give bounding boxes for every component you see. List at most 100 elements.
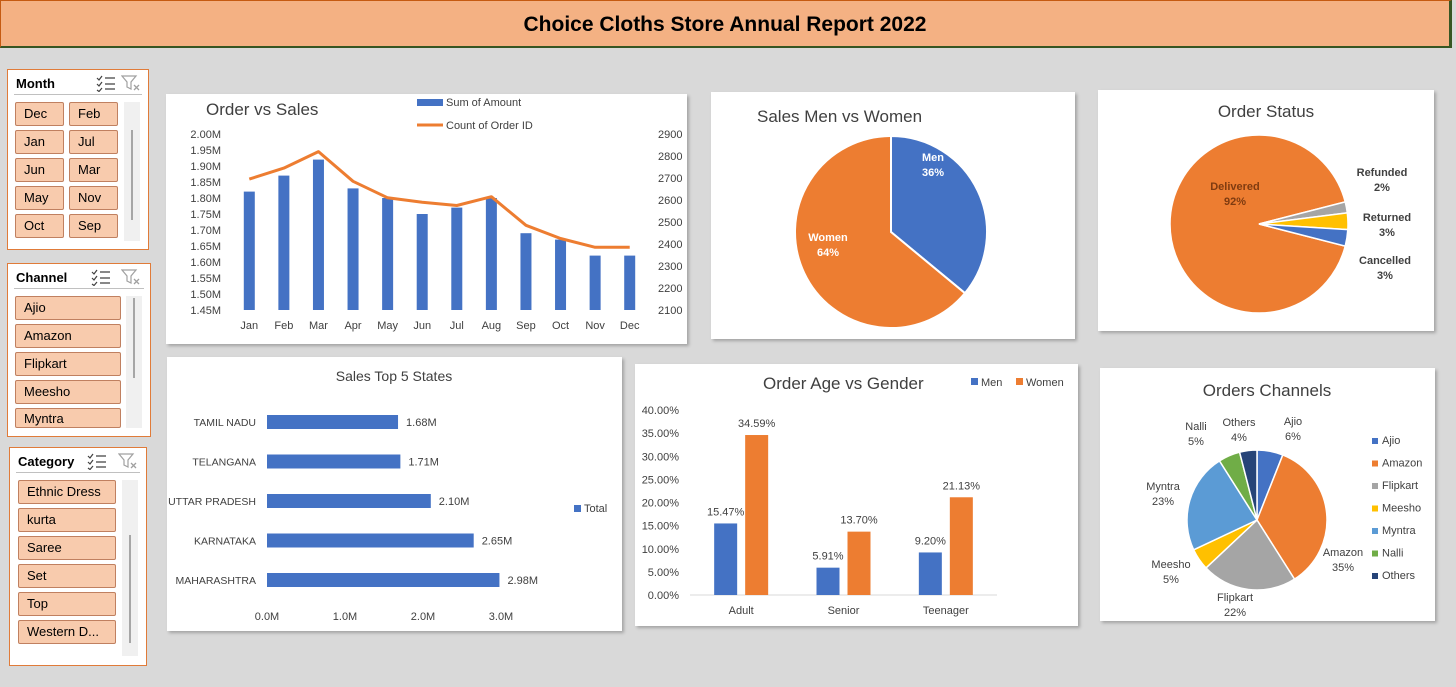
legend-swatch-amount	[417, 99, 443, 106]
slice-label: Cancelled	[1359, 255, 1411, 267]
y-left-tick-label: 2.00M	[190, 129, 221, 141]
slicer-scroll-thumb[interactable]	[131, 130, 133, 220]
pie-slice-delivered	[1169, 134, 1347, 314]
x-tick-label: Nov	[585, 320, 605, 332]
chart-title: Sales Top 5 States	[336, 368, 452, 384]
y-tick-label: 35.00%	[642, 428, 680, 440]
multi-select-icon[interactable]	[91, 268, 111, 286]
y-tick-label: TAMIL NADU	[194, 417, 256, 429]
x-tick-label: May	[377, 320, 398, 332]
x-tick-label: Apr	[344, 320, 361, 332]
y-left-tick-label: 1.70M	[190, 225, 221, 237]
slicer-item-nov[interactable]: Nov	[69, 186, 118, 210]
channel-slicer-title: Channel	[16, 270, 68, 285]
slicer-scrollbar[interactable]	[122, 480, 138, 656]
y-tick-label: 0.00%	[648, 590, 679, 602]
y-tick-label: TELANGANA	[192, 457, 256, 469]
pie-slice-myntra	[1186, 459, 1259, 551]
multi-select-icon[interactable]	[87, 452, 107, 470]
y-right-tick-label: 2600	[658, 195, 682, 207]
slicer-item-flipkart[interactable]: Flipkart	[15, 352, 121, 376]
slicer-item-amazon[interactable]: Amazon	[15, 324, 121, 348]
data-label: 5.91%	[812, 551, 843, 563]
slicer-item-western-dress[interactable]: Western D...	[18, 620, 116, 644]
slicer-item-set[interactable]: Set	[18, 564, 116, 588]
slicer-scroll-thumb[interactable]	[133, 298, 135, 378]
slicer-item-saree[interactable]: Saree	[18, 536, 116, 560]
clear-filter-icon[interactable]	[118, 452, 138, 470]
slice-value-label: 64%	[817, 247, 839, 259]
slicer-item-meesho[interactable]: Meesho	[15, 380, 121, 404]
slice-value-label: 22%	[1224, 607, 1246, 619]
x-tick-label: Aug	[482, 320, 502, 332]
slicer-item-top[interactable]: Top	[18, 592, 116, 616]
slicer-scrollbar[interactable]	[126, 296, 142, 428]
slicer-scroll-thumb[interactable]	[129, 535, 131, 643]
legend-label: Ajio	[1382, 435, 1400, 447]
category-slicer-title: Category	[18, 454, 75, 469]
chart-title: Order Status	[1218, 102, 1314, 121]
clear-filter-icon[interactable]	[121, 74, 141, 92]
x-tick-label: Teenager	[923, 605, 969, 617]
pie-slice-others	[1238, 449, 1258, 521]
data-label: 2.65M	[482, 536, 513, 548]
x-tick-label: Sep	[516, 320, 536, 332]
slicer-item-myntra[interactable]: Myntra	[15, 408, 121, 428]
y-left-tick-label: 1.95M	[190, 145, 221, 157]
y-tick-label: 25.00%	[642, 474, 680, 486]
y-right-tick-label: 2300	[658, 261, 682, 273]
slicer-item-jun[interactable]: Jun	[15, 158, 64, 182]
y-left-tick-label: 1.45M	[190, 305, 221, 317]
legend-swatch-total	[574, 505, 581, 512]
legend-swatch-myntra	[1372, 528, 1378, 534]
y-left-tick-label: 1.80M	[190, 193, 221, 205]
bar-total	[267, 494, 431, 508]
clear-filter-icon[interactable]	[121, 268, 141, 286]
slicer-scrollbar[interactable]	[124, 102, 140, 241]
slicer-item-sep[interactable]: Sep	[69, 214, 118, 238]
slicer-item-may[interactable]: May	[15, 186, 64, 210]
data-label: 34.59%	[738, 418, 776, 430]
slicer-item-oct[interactable]: Oct	[15, 214, 64, 238]
slice-value-label: 92%	[1224, 196, 1246, 208]
slicer-item-jul[interactable]: Jul	[69, 130, 118, 154]
bar-total	[267, 533, 474, 548]
bar-sum-of-amount	[485, 198, 497, 310]
bar-men	[714, 523, 738, 595]
slicer-item-dec[interactable]: Dec	[15, 102, 64, 126]
month-slicer: Month Dec Feb Jan Jul Jun Mar May Nov Oc…	[7, 69, 149, 250]
y-tick-label: 30.00%	[642, 451, 680, 463]
pie-slice-flipkart	[1204, 518, 1296, 591]
legend-swatch-meesho	[1372, 505, 1378, 512]
data-label: 1.71M	[408, 457, 439, 469]
data-label: 21.13%	[943, 480, 981, 492]
data-label: 2.98M	[507, 575, 538, 587]
slicer-item-feb[interactable]: Feb	[69, 102, 118, 126]
top-states-chart: Sales Top 5 States TAMIL NADU 1.68M TELANGA…	[167, 357, 622, 631]
bar-sum-of-amount	[416, 214, 428, 310]
bar-sum-of-amount	[589, 255, 601, 310]
slice-label: Ajio	[1284, 416, 1302, 428]
line-count-of-order-id	[248, 150, 630, 249]
legend-swatch-others	[1372, 573, 1378, 579]
bar-total	[267, 454, 401, 469]
legend-label: Men	[981, 377, 1002, 389]
bar-sum-of-amount	[243, 191, 255, 310]
legend-swatch-ajio	[1372, 438, 1378, 444]
slicer-item-jan[interactable]: Jan	[15, 130, 64, 154]
bar-sum-of-amount	[382, 198, 394, 310]
slicer-item-ethnic-dress[interactable]: Ethnic Dress	[18, 480, 116, 504]
multi-select-icon[interactable]	[96, 74, 116, 92]
slicer-item-ajio[interactable]: Ajio	[15, 296, 121, 320]
slice-value-label: 4%	[1231, 432, 1247, 444]
y-tick-label: 15.00%	[642, 521, 680, 533]
legend-swatch-nalli	[1372, 550, 1378, 557]
y-tick-label: MAHARASHTRA	[175, 575, 256, 587]
legend-label: Count of Order ID	[446, 120, 533, 132]
bar-sum-of-amount	[312, 159, 324, 310]
y-right-tick-label: 2100	[658, 305, 682, 317]
slicer-item-kurta[interactable]: kurta	[18, 508, 116, 532]
slice-label: Refunded	[1357, 167, 1408, 179]
slicer-item-mar[interactable]: Mar	[69, 158, 118, 182]
y-left-tick-label: 1.60M	[190, 257, 221, 269]
